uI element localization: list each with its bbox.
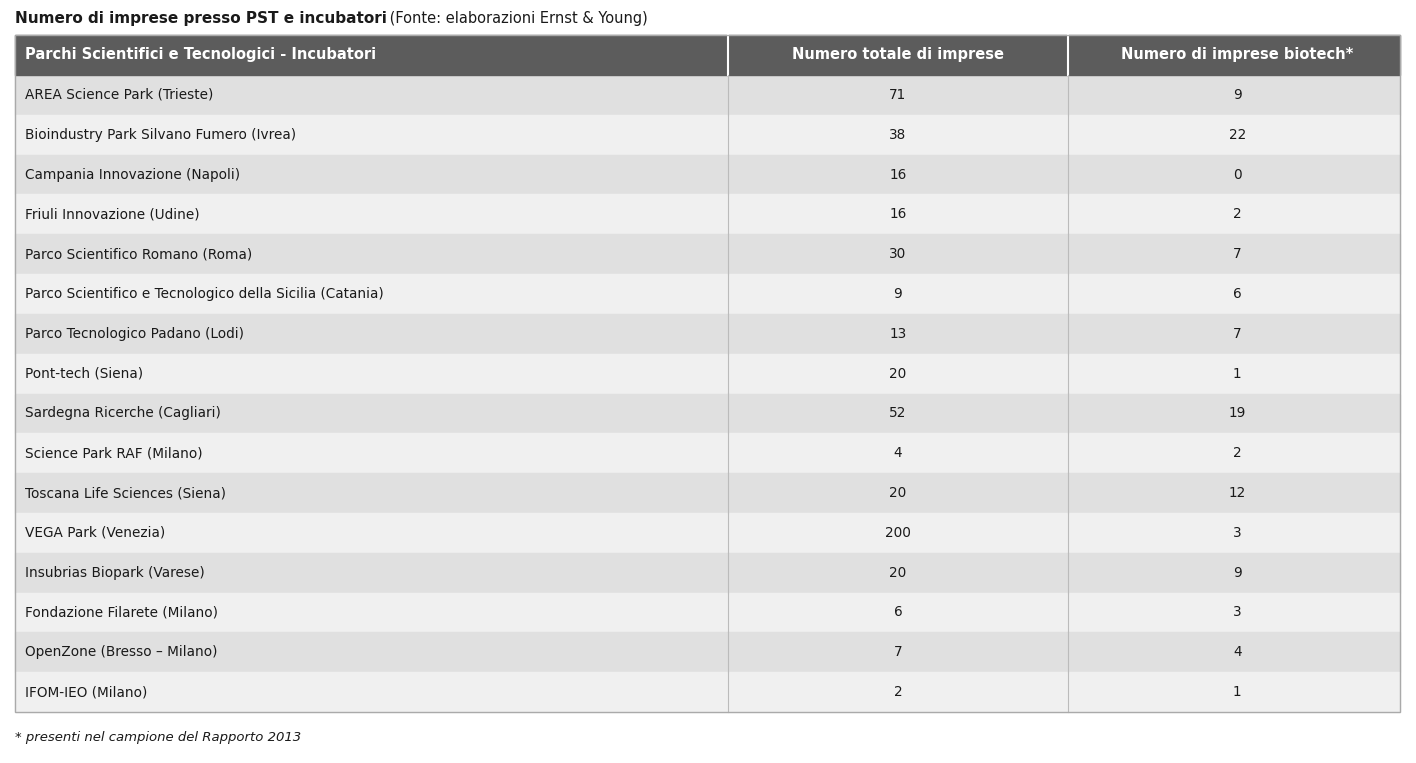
Text: IFOM-IEO (Milano): IFOM-IEO (Milano) <box>25 685 147 699</box>
Text: 2: 2 <box>1233 208 1242 221</box>
Text: 7: 7 <box>893 645 902 659</box>
Bar <box>16 274 1400 314</box>
Text: 7: 7 <box>1233 327 1242 341</box>
Text: 6: 6 <box>1233 287 1242 301</box>
Text: Parco Scientifico Romano (Roma): Parco Scientifico Romano (Roma) <box>25 247 252 261</box>
Text: 0: 0 <box>1233 168 1242 182</box>
Text: (Fonte: elaborazioni Ernst & Young): (Fonte: elaborazioni Ernst & Young) <box>385 11 647 25</box>
Text: 52: 52 <box>889 407 906 420</box>
Text: 20: 20 <box>889 366 906 381</box>
Text: OpenZone (Bresso – Milano): OpenZone (Bresso – Milano) <box>25 645 218 659</box>
Text: Insubrias Biopark (Varese): Insubrias Biopark (Varese) <box>25 565 205 580</box>
Text: AREA Science Park (Trieste): AREA Science Park (Trieste) <box>25 88 214 102</box>
Text: 16: 16 <box>889 168 906 182</box>
Text: 38: 38 <box>889 127 906 142</box>
Text: Fondazione Filarete (Milano): Fondazione Filarete (Milano) <box>25 606 218 620</box>
Bar <box>16 195 1400 234</box>
Bar <box>16 234 1400 274</box>
Bar <box>16 394 1400 433</box>
Text: 4: 4 <box>1233 645 1242 659</box>
Text: 3: 3 <box>1233 526 1242 540</box>
Text: 4: 4 <box>893 446 902 460</box>
Text: 9: 9 <box>1233 565 1242 580</box>
Text: 13: 13 <box>889 327 906 341</box>
Text: 9: 9 <box>1233 88 1242 102</box>
Text: Pont-tech (Siena): Pont-tech (Siena) <box>25 366 143 381</box>
Text: 20: 20 <box>889 486 906 500</box>
Bar <box>16 75 1400 114</box>
Bar <box>16 672 1400 712</box>
Text: Toscana Life Sciences (Siena): Toscana Life Sciences (Siena) <box>25 486 227 500</box>
Text: 30: 30 <box>889 247 906 261</box>
Text: 7: 7 <box>1233 247 1242 261</box>
Text: Campania Innovazione (Napoli): Campania Innovazione (Napoli) <box>25 168 241 182</box>
Text: 9: 9 <box>893 287 902 301</box>
Text: 2: 2 <box>893 685 902 699</box>
Bar <box>16 35 1400 712</box>
Bar <box>16 513 1400 552</box>
Bar <box>16 114 1400 155</box>
Bar <box>16 633 1400 672</box>
Bar <box>16 354 1400 394</box>
Text: Parco Tecnologico Padano (Lodi): Parco Tecnologico Padano (Lodi) <box>25 327 244 341</box>
Text: Parco Scientifico e Tecnologico della Sicilia (Catania): Parco Scientifico e Tecnologico della Si… <box>25 287 384 301</box>
Text: 3: 3 <box>1233 606 1242 620</box>
Bar <box>16 433 1400 473</box>
Text: 20: 20 <box>889 565 906 580</box>
Text: 22: 22 <box>1229 127 1246 142</box>
Text: VEGA Park (Venezia): VEGA Park (Venezia) <box>25 526 166 540</box>
Text: Science Park RAF (Milano): Science Park RAF (Milano) <box>25 446 202 460</box>
Text: 6: 6 <box>893 606 902 620</box>
Text: 71: 71 <box>889 88 906 102</box>
Bar <box>16 473 1400 513</box>
Text: 19: 19 <box>1229 407 1246 420</box>
Text: Parchi Scientifici e Tecnologici - Incubatori: Parchi Scientifici e Tecnologici - Incub… <box>25 47 377 63</box>
Text: 2: 2 <box>1233 446 1242 460</box>
Text: Bioindustry Park Silvano Fumero (Ivrea): Bioindustry Park Silvano Fumero (Ivrea) <box>25 127 296 142</box>
Text: 1: 1 <box>1233 366 1242 381</box>
Text: Numero totale di imprese: Numero totale di imprese <box>792 47 1004 63</box>
Text: Numero di imprese presso PST e incubatori: Numero di imprese presso PST e incubator… <box>16 11 387 25</box>
Bar <box>16 552 1400 593</box>
Text: Friuli Innovazione (Udine): Friuli Innovazione (Udine) <box>25 208 200 221</box>
Text: Numero di imprese biotech*: Numero di imprese biotech* <box>1121 47 1354 63</box>
Bar <box>16 155 1400 195</box>
Bar <box>16 314 1400 354</box>
Text: 200: 200 <box>885 526 910 540</box>
Text: * presenti nel campione del Rapporto 2013: * presenti nel campione del Rapporto 201… <box>16 731 302 744</box>
Text: 1: 1 <box>1233 685 1242 699</box>
Bar <box>16 593 1400 633</box>
Text: 12: 12 <box>1229 486 1246 500</box>
Bar <box>16 35 1400 75</box>
Text: Sardegna Ricerche (Cagliari): Sardegna Ricerche (Cagliari) <box>25 407 221 420</box>
Text: 16: 16 <box>889 208 906 221</box>
